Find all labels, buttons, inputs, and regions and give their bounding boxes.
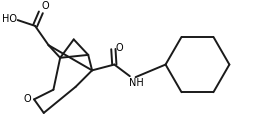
Text: O: O [42, 1, 49, 11]
Text: NH: NH [129, 78, 144, 88]
Text: HO: HO [2, 14, 17, 24]
Text: O: O [24, 94, 31, 104]
Text: O: O [115, 43, 123, 53]
